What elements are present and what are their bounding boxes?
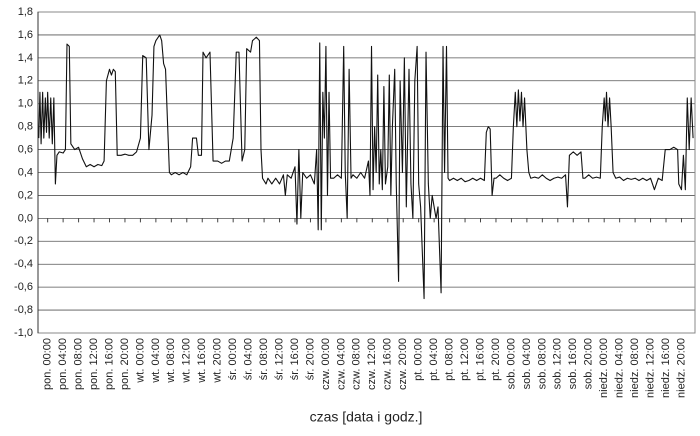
x-tick-label: wt. 12:00 [181,338,193,384]
x-tick-label: niedz. 04:00 [614,338,626,398]
x-tick-label: sob. 00:00 [505,338,517,389]
y-tick-label: 0,4 [18,166,33,178]
x-tick-label: niedz. 20:00 [675,338,687,398]
x-tick-label: wt. 16:00 [196,338,208,384]
y-tick-label: 0,6 [18,143,33,155]
x-tick-label: pt. 16:00 [474,338,486,381]
x-tick-label: śr. 20:00 [304,338,316,380]
y-tick-label: -0,6 [14,281,33,293]
y-tick-label: 1,6 [18,29,33,41]
x-tick-label: sob. 20:00 [583,338,595,389]
x-tick-label: śr. 00:00 [227,338,239,380]
x-tick-label: pt. 00:00 [413,338,425,381]
x-tick-label: pon. 16:00 [103,338,115,390]
y-tick-label: 0,0 [18,212,33,224]
x-tick-label: sob. 04:00 [521,338,533,389]
y-tick-label: 1,0 [18,98,33,110]
x-tick-label: wt. 04:00 [150,338,162,384]
data-line [38,34,694,300]
x-tick-label: śr. 04:00 [243,338,255,380]
x-tick-label: wt. 08:00 [165,338,177,384]
x-tick-label: niedz. 00:00 [598,338,610,398]
x-tick-label: pon. 20:00 [119,338,131,390]
x-tick-label: pon. 00:00 [42,338,54,390]
x-axis-title: czas [data i godz.] [310,409,423,425]
y-tick-label: 0,2 [18,189,33,201]
y-tick-label: -0,8 [14,304,33,316]
y-tick-label: 0,8 [18,121,33,133]
x-tick-label: pt. 04:00 [428,338,440,381]
y-tick-label: 1,8 [18,6,33,18]
y-tick-label: -0,2 [14,235,33,247]
x-tick-label: śr. 16:00 [289,338,301,380]
x-tick-label: pt. 08:00 [443,338,455,381]
x-tick-label: pt. 12:00 [459,338,471,381]
x-tick-label: niedz. 08:00 [629,338,641,398]
x-tick-label: pon. 04:00 [57,338,69,390]
x-tick-label: pt. 20:00 [490,338,502,381]
x-tick-label: śr. 08:00 [258,338,270,380]
y-tick-label: 1,2 [18,75,33,87]
x-tick-label: sob. 16:00 [567,338,579,389]
x-tick-label: wt. 20:00 [212,338,224,384]
x-tick-label: czw. 16:00 [382,338,394,390]
x-tick-label: czw. 20:00 [397,338,409,390]
x-tick-label: pon. 08:00 [72,338,84,390]
x-tick-label: czw. 04:00 [335,338,347,390]
x-tick-label: pon. 12:00 [88,338,100,390]
y-tick-label: -0,4 [14,258,33,270]
x-tick-label: sob. 12:00 [552,338,564,389]
x-tick-label: czw. 00:00 [320,338,332,390]
x-tick-label: czw. 12:00 [366,338,378,390]
x-tick-label: czw. 08:00 [351,338,363,390]
y-tick-label: 1,4 [18,52,33,64]
x-tick-label: niedz. 12:00 [644,338,656,398]
x-tick-label: niedz. 16:00 [660,338,672,398]
y-tick-label: -1,0 [14,327,33,339]
x-tick-label: śr. 12:00 [273,338,285,380]
x-tick-label: sob. 08:00 [536,338,548,389]
x-tick-label: wt. 00:00 [134,338,146,384]
